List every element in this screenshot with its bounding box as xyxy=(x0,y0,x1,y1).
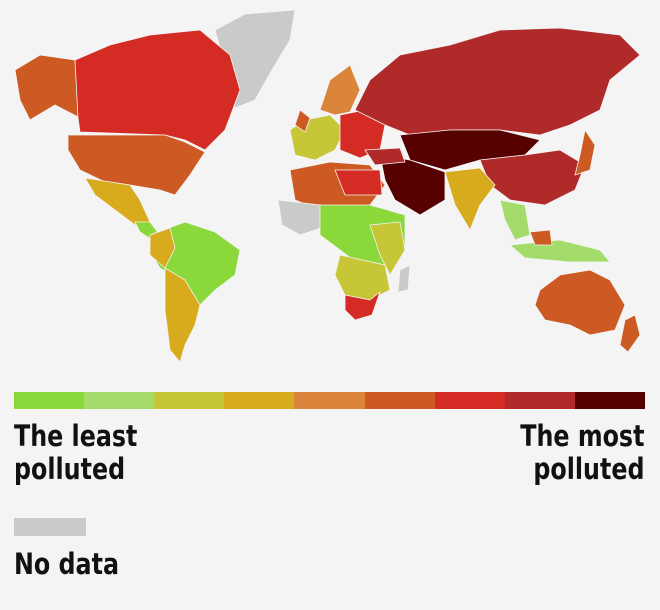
least-polluted-label: The least polluted xyxy=(14,420,137,486)
scale-step-7 xyxy=(434,392,505,409)
india xyxy=(444,167,496,231)
australia xyxy=(534,269,626,336)
colombia-peru xyxy=(149,227,176,269)
canada xyxy=(74,29,241,151)
madagascar xyxy=(397,264,411,293)
uk xyxy=(294,109,311,133)
scandinavia xyxy=(319,64,361,116)
scale-step-6 xyxy=(364,392,435,409)
scale-step-1 xyxy=(14,392,85,409)
south-africa xyxy=(344,290,381,321)
scale-step-2 xyxy=(84,392,155,409)
usa xyxy=(67,134,206,196)
turkey xyxy=(364,147,406,166)
libya-egypt xyxy=(334,169,383,196)
pollution-color-scale xyxy=(14,392,645,409)
least-label-line2: polluted xyxy=(14,452,126,486)
west-africa xyxy=(277,199,331,236)
russia xyxy=(354,27,641,136)
malaysia xyxy=(529,229,553,246)
china xyxy=(479,149,586,206)
least-label-line1: The least xyxy=(14,419,138,453)
japan xyxy=(574,128,596,176)
scale-step-9 xyxy=(574,392,645,409)
east-africa xyxy=(369,221,406,276)
world-map xyxy=(14,9,641,363)
no-data-label: No data xyxy=(14,547,120,581)
scale-step-4 xyxy=(224,392,295,409)
argentina-chile xyxy=(164,267,201,363)
no-data-swatch xyxy=(14,518,86,536)
most-label-line2: polluted xyxy=(532,452,644,486)
scale-step-3 xyxy=(154,392,225,409)
southeast-asia xyxy=(499,199,531,241)
indonesia xyxy=(509,239,611,263)
scale-step-8 xyxy=(504,392,575,409)
scale-step-5 xyxy=(294,392,365,409)
alaska xyxy=(14,54,81,121)
new-zealand xyxy=(619,314,641,353)
most-label-line1: The most xyxy=(519,419,644,453)
middle-east xyxy=(379,154,446,216)
most-polluted-label: The most polluted xyxy=(520,420,644,486)
